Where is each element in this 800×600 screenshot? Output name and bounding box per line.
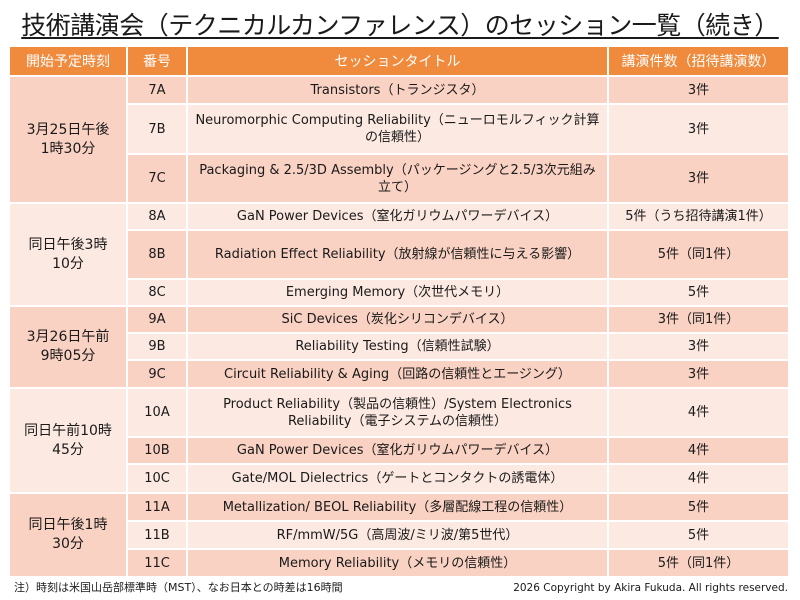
table-row: 3月26日午前 9時05分 9A SiC Devices（炭化シリコンデバイス） 3件… [10,306,788,389]
table-row: 7C Packaging & 2.5/3D Assembly（パッケージングと2.… [10,154,788,204]
talk-count-cell: 4件 [608,388,788,438]
table-row: 8B Radiation Effect Reliability（放射線が信頼性に与… [10,230,788,280]
talk-count-cell: 3件 [608,360,788,389]
talk-count-cell: 5件 [608,521,788,550]
start-time-cell: 同日午後1時 30分 [10,493,128,578]
table-row: 9C Circuit Reliability & Aging（回路の信頼性とエージ… [10,360,788,389]
start-time-cell: 同日午前10時 45分 [10,388,128,494]
talk-count-cell: 3件（同1件） [608,306,788,334]
table-row: 同日午前10時 45分 10A Product Reliability（製品の信頼性… [10,388,788,494]
talk-count-cell: 3件 [608,154,788,204]
timezone-note: 注）時刻は米国山岳部標準時（MST）、なお日本との時差は16時間 [14,581,343,594]
session-number-cell: 9B [127,333,188,361]
session-title-cell: Packaging & 2.5/3D Assembly（パッケージングと2.5/… [187,154,609,204]
table-row: 3月25日午後 1時30分 7A Transistors（トランジスタ） 3件 [10,76,788,204]
header-number: 番号 [127,47,188,77]
talk-count-cell: 3件 [608,104,788,155]
table-row: 11B RF/mmW/5G（高周波/ミリ波/第5世代） 5件 [10,521,788,550]
session-title-cell: Metallization/ BEOL Reliability（多層配線工程の信… [187,493,609,522]
session-number-cell: 10A [127,388,188,438]
header-session-title: セッションタイトル [187,47,609,77]
table-row: 9B Reliability Testing（信頼性試験） 3件 [10,333,788,361]
session-number-cell: 7B [127,104,188,155]
talk-count-cell: 3件 [608,333,788,361]
session-title-cell: Reliability Testing（信頼性試験） [187,333,609,361]
copyright: 2026 Copyright by Akira Fukuda. All righ… [513,582,788,594]
table-row: 10B GaN Power Devices（窒化ガリウムパワーデバイス） 4件 [10,437,788,465]
session-title-cell: RF/mmW/5G（高周波/ミリ波/第5世代） [187,521,609,550]
talk-count-cell: 3件 [608,76,788,105]
table-row: 7B Neuromorphic Computing Reliability（ニュー… [10,104,788,155]
header-talk-count: 講演件数（招待講演数） [608,47,788,77]
talk-count-cell: 5件（同1件） [608,230,788,280]
talk-count-cell: 5件 [608,279,788,307]
session-number-cell: 10C [127,464,188,494]
session-title-cell: Gate/MOL Dielectrics（ゲートとコンタクトの誘電体） [187,464,609,494]
start-time-cell: 3月25日午後 1時30分 [10,76,128,204]
session-title-cell: Product Reliability（製品の信頼性）/System Elect… [187,388,609,438]
session-number-cell: 8B [127,230,188,280]
session-number-cell: 11B [127,521,188,550]
session-title-cell: Emerging Memory（次世代メモリ） [187,279,609,307]
session-number-cell: 9A [127,306,188,334]
header-start-time: 開始予定時刻 [10,47,128,77]
session-title-cell: Radiation Effect Reliability（放射線が信頼性に与える… [187,230,609,280]
session-title-cell: Neuromorphic Computing Reliability（ニューロモ… [187,104,609,155]
session-title-cell: GaN Power Devices（窒化ガリウムパワーデバイス） [187,203,609,231]
table-row: 8C Emerging Memory（次世代メモリ） 5件 [10,279,788,307]
table-row: 11C Memory Reliability（メモリの信頼性） 5件（同1件） [10,549,788,578]
start-time-cell: 3月26日午前 9時05分 [10,306,128,389]
talk-count-cell: 5件（同1件） [608,549,788,578]
session-number-cell: 11C [127,549,188,578]
session-number-cell: 8C [127,279,188,307]
session-number-cell: 10B [127,437,188,465]
table-header-row: 開始予定時刻 番号 セッションタイトル 講演件数（招待講演数） [10,47,788,77]
table-row: 同日午後3時 10分 8A GaN Power Devices（窒化ガリウムパワーデ… [10,203,788,307]
talk-count-cell: 5件（うち招待講演1件） [608,203,788,231]
talk-count-cell: 4件 [608,437,788,465]
start-time-cell: 同日午後3時 10分 [10,203,128,307]
session-title-cell: GaN Power Devices（窒化ガリウムパワーデバイス） [187,437,609,465]
session-table: 開始予定時刻 番号 セッションタイトル 講演件数（招待講演数） 3月25日午後 … [10,47,788,578]
talk-count-cell: 4件 [608,464,788,494]
session-title-cell: Circuit Reliability & Aging（回路の信頼性とエージング… [187,360,609,389]
session-number-cell: 9C [127,360,188,389]
table-row: 10C Gate/MOL Dielectrics（ゲートとコンタクトの誘電体） 4件 [10,464,788,494]
session-number-cell: 11A [127,493,188,522]
session-number-cell: 8A [127,203,188,231]
session-title-cell: Memory Reliability（メモリの信頼性） [187,549,609,578]
session-title-cell: SiC Devices（炭化シリコンデバイス） [187,306,609,334]
session-title-cell: Transistors（トランジスタ） [187,76,609,105]
page-title: 技術講演会（テクニカルカンファレンス）のセッション一覧（続き） [21,11,779,40]
session-number-cell: 7A [127,76,188,105]
session-number-cell: 7C [127,154,188,204]
table-row: 同日午後1時 30分 11A Metallization/ BEOL Reliabi… [10,493,788,578]
talk-count-cell: 5件 [608,493,788,522]
